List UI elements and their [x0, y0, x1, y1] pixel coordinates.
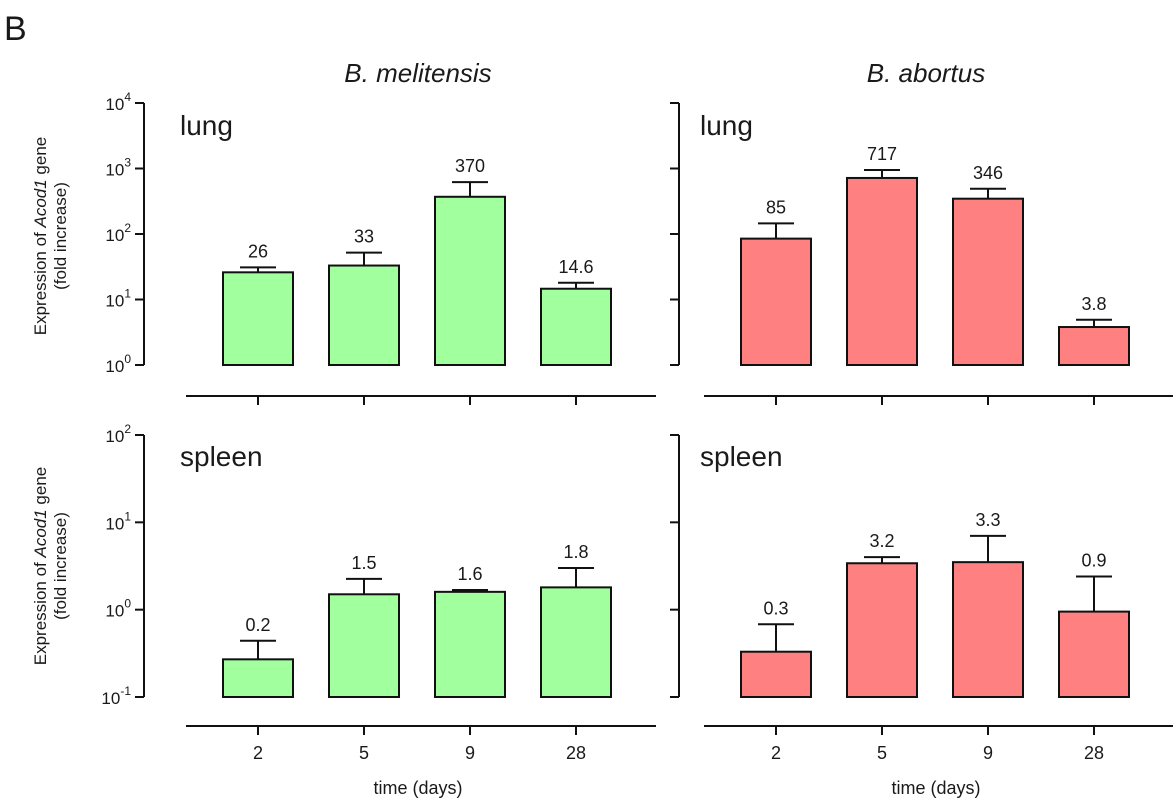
x-axis-label-melitensis: time (days) [373, 778, 462, 798]
bar-day-9 [434, 590, 506, 699]
bar-day-5 [328, 264, 400, 366]
bar-day-28 [1058, 610, 1130, 698]
x-tick-label: 2 [253, 743, 263, 763]
x-tick-label: 9 [465, 743, 475, 763]
bar-day-2 [222, 271, 294, 366]
x-tick-label: 28 [1084, 743, 1104, 763]
y-axis-label-lung-line2: (fold increase) [51, 182, 70, 290]
value-label: 370 [455, 156, 485, 176]
value-label: 0.2 [245, 615, 270, 635]
tissue-label-melitensis-spleen: spleen [180, 441, 263, 472]
value-label: 0.9 [1081, 550, 1106, 570]
value-label: 3.8 [1081, 294, 1106, 314]
y-tick-label: 102 [105, 422, 131, 446]
value-label: 14.6 [558, 257, 593, 277]
chart-panels: lung 100 101 102 103 104 26 33 370 14.6 lung 85 717 3… [101, 90, 1173, 763]
value-label: 85 [766, 197, 786, 217]
y-label-gene: Acod1 [31, 509, 50, 558]
bar-day-5 [846, 176, 918, 366]
y-tick-label: 100 [105, 352, 131, 376]
y-tick-label: 10-1 [101, 684, 131, 708]
y-label-suffix: gene [31, 137, 50, 180]
y-axis-label-spleen-line2: (fold increase) [51, 512, 70, 620]
bar-day-2 [222, 658, 294, 699]
y-axis-label-lung: Expression of Acod1 gene [31, 137, 50, 335]
tissue-label-melitensis-lung: lung [180, 110, 233, 141]
bar-day-28 [1058, 326, 1130, 366]
value-label: 717 [867, 144, 897, 164]
y-label-gene: Acod1 [31, 179, 50, 228]
value-label: 3.3 [975, 510, 1000, 530]
y-tick-label: 101 [105, 287, 131, 311]
value-label: 1.6 [457, 564, 482, 584]
y-tick-label: 102 [105, 221, 131, 245]
x-tick-label: 5 [877, 743, 887, 763]
bar-day-5 [846, 562, 918, 699]
value-label: 3.2 [869, 531, 894, 551]
column-title-melitensis: B. melitensis [344, 58, 491, 88]
y-label-suffix: gene [31, 467, 50, 510]
bar-day-9 [952, 197, 1024, 366]
tissue-label-abortus-spleen: spleen [700, 441, 783, 472]
bar-day-2 [740, 237, 812, 366]
panel-letter: B [4, 10, 27, 48]
bar-day-2 [740, 650, 812, 698]
value-label: 1.8 [563, 542, 588, 562]
value-label: 346 [973, 163, 1003, 183]
y-tick-label: 104 [105, 90, 131, 114]
x-tick-label: 9 [983, 743, 993, 763]
y-tick-label: 100 [105, 597, 131, 621]
y-label-prefix: Expression of [31, 228, 50, 336]
x-tick-label: 28 [566, 743, 586, 763]
x-tick-label: 5 [359, 743, 369, 763]
value-label: 0.3 [763, 598, 788, 618]
y-tick-label: 103 [105, 156, 131, 180]
bar-day-28 [540, 586, 612, 698]
value-label: 1.5 [351, 553, 376, 573]
tissue-label-abortus-lung: lung [700, 110, 753, 141]
bar-day-9 [434, 195, 506, 366]
value-label: 26 [248, 241, 268, 261]
column-title-abortus: B. abortus [867, 58, 986, 88]
bar-day-9 [952, 561, 1024, 698]
x-axis-label-abortus: time (days) [891, 778, 980, 798]
y-axis-label-spleen: Expression of Acod1 gene [31, 467, 50, 665]
bar-day-28 [540, 287, 612, 367]
bar-day-5 [328, 593, 400, 698]
y-tick-label: 101 [105, 509, 131, 533]
y-label-prefix: Expression of [31, 558, 50, 666]
x-tick-label: 2 [771, 743, 781, 763]
value-label: 33 [354, 227, 374, 247]
